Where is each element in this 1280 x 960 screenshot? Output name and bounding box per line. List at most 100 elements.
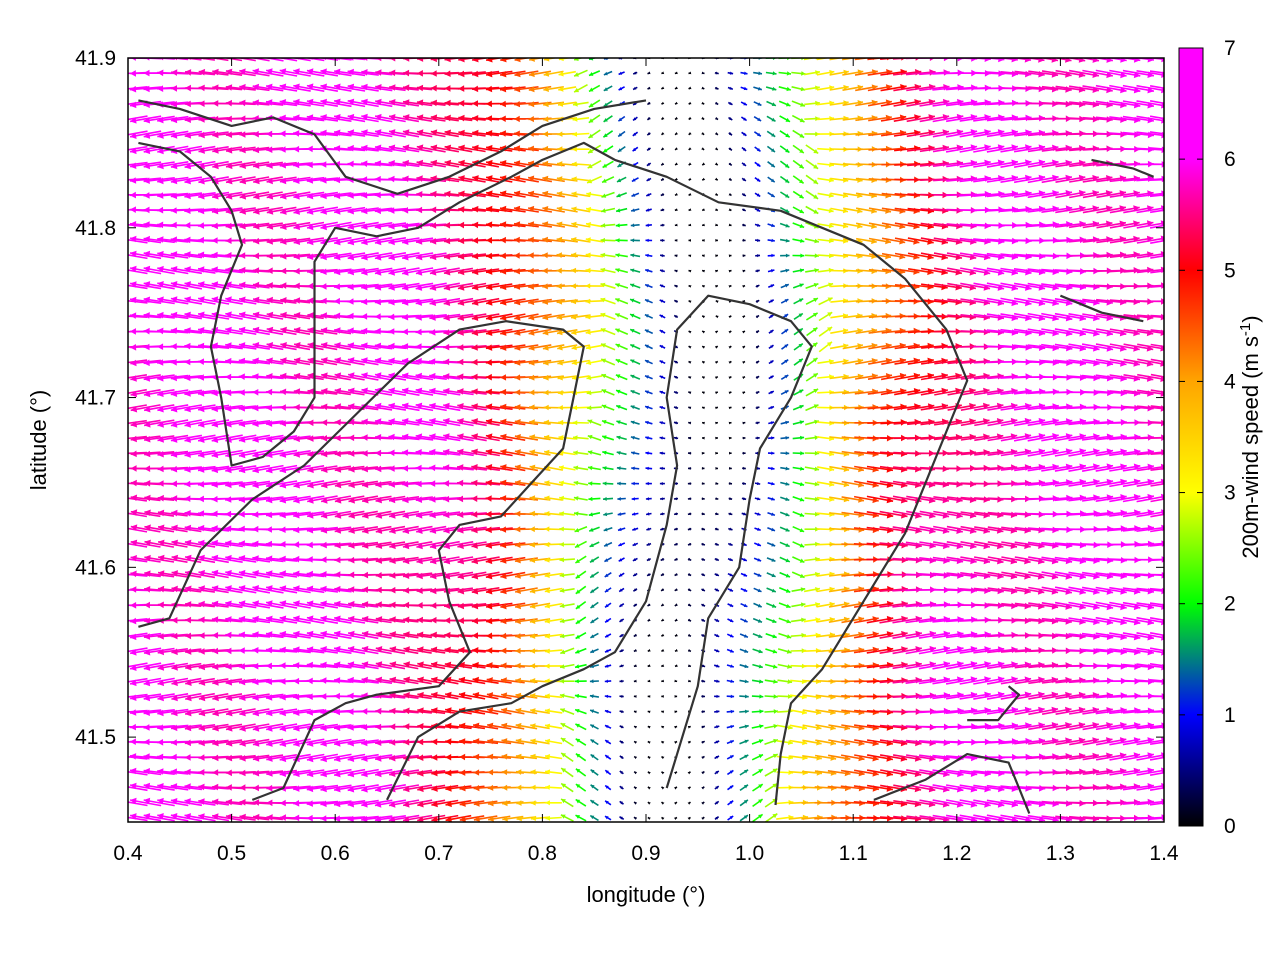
wind-vector xyxy=(644,374,653,380)
wind-vector xyxy=(791,86,806,92)
wind-vector xyxy=(687,786,691,790)
y-tick-label: 41.9 xyxy=(75,47,116,70)
wind-vector xyxy=(631,192,640,198)
wind-vector xyxy=(615,358,628,366)
y-tick-label: 41.5 xyxy=(75,726,116,749)
wind-vector xyxy=(575,783,587,792)
wind-vector xyxy=(753,602,763,608)
wind-vector xyxy=(715,391,719,395)
wind-vector xyxy=(279,708,311,717)
wind-vector xyxy=(673,436,679,440)
wind-vector xyxy=(604,556,612,563)
wind-vector xyxy=(459,815,485,822)
wind-vector xyxy=(320,724,352,732)
wind-vector xyxy=(320,661,352,669)
vector-field xyxy=(128,58,1164,822)
wind-vector xyxy=(600,207,616,213)
wind-vector xyxy=(728,132,733,136)
wind-vector xyxy=(431,691,459,700)
wind-vector xyxy=(619,755,624,760)
wind-vector xyxy=(687,725,691,729)
wind-vector xyxy=(617,481,627,486)
wind-vector xyxy=(347,676,379,684)
wind-vector xyxy=(751,694,764,699)
wind-vector xyxy=(388,814,420,822)
wind-vector xyxy=(742,360,746,364)
wind-vector xyxy=(574,708,587,715)
wind-vector xyxy=(630,405,640,410)
wind-vector xyxy=(753,101,762,107)
wind-vector xyxy=(674,573,678,577)
wind-vector xyxy=(741,162,747,167)
wind-vector xyxy=(633,816,637,820)
wind-vector xyxy=(674,618,678,622)
wind-vector xyxy=(600,358,616,366)
wind-vector xyxy=(333,784,366,793)
wind-vector xyxy=(767,191,776,198)
wind-vector xyxy=(753,116,762,122)
wind-vector xyxy=(265,723,298,732)
wind-vector xyxy=(631,177,639,183)
wind-vector xyxy=(659,284,666,288)
wind-vector xyxy=(687,482,692,485)
wind-vector xyxy=(211,813,243,822)
wind-vector xyxy=(403,676,432,685)
wind-vector xyxy=(647,86,651,90)
wind-vector xyxy=(780,268,790,273)
wind-vector xyxy=(661,664,665,668)
wind-vector xyxy=(741,497,747,501)
wind-vector xyxy=(129,797,162,807)
wind-vector xyxy=(604,739,612,745)
wind-vector xyxy=(604,694,612,699)
wind-vector xyxy=(431,814,459,822)
wind-vector xyxy=(602,145,614,154)
wind-vector xyxy=(157,797,189,807)
wind-vector xyxy=(701,86,705,90)
wind-vector xyxy=(473,753,498,760)
wind-vector xyxy=(715,436,718,440)
wind-vector xyxy=(633,786,638,790)
wind-vector xyxy=(320,753,352,763)
wind-vector xyxy=(673,421,679,425)
wind-vector xyxy=(715,466,719,470)
wind-vector xyxy=(674,633,678,637)
wind-vector xyxy=(212,678,243,686)
wind-vector xyxy=(279,753,311,763)
wind-vector xyxy=(659,329,666,334)
wind-vector xyxy=(701,618,706,623)
wind-vector xyxy=(660,162,665,166)
wind-vector xyxy=(674,223,678,227)
wind-vector xyxy=(617,527,626,532)
wind-vector xyxy=(804,450,820,456)
wind-vector xyxy=(619,725,624,729)
wind-vector xyxy=(728,315,732,319)
wind-vector xyxy=(445,799,472,808)
wind-vector xyxy=(715,208,719,212)
wind-vector xyxy=(603,85,613,92)
wind-vector xyxy=(661,740,665,744)
wind-vector xyxy=(604,800,612,806)
wind-vector xyxy=(616,176,627,183)
wind-vector xyxy=(752,798,764,808)
wind-vector xyxy=(755,421,760,425)
wind-vector xyxy=(403,769,433,777)
wind-vector xyxy=(818,326,833,337)
wind-vector xyxy=(674,239,678,242)
wind-vector xyxy=(631,512,639,516)
wind-vector xyxy=(726,679,735,683)
wind-vector xyxy=(715,421,719,425)
wind-vector xyxy=(646,147,651,152)
wind-vector xyxy=(713,664,720,668)
wind-vector xyxy=(633,649,637,653)
wind-vector xyxy=(727,784,734,791)
wind-vector xyxy=(184,798,216,806)
wind-vector xyxy=(687,451,692,455)
wind-vector xyxy=(714,360,719,364)
wind-vector xyxy=(792,481,805,487)
wind-vector xyxy=(728,254,732,258)
wind-vector xyxy=(754,223,761,227)
wind-vector xyxy=(1149,787,1164,791)
wind-vector xyxy=(644,313,654,319)
wind-vector xyxy=(780,253,790,258)
wind-vector xyxy=(673,360,679,364)
